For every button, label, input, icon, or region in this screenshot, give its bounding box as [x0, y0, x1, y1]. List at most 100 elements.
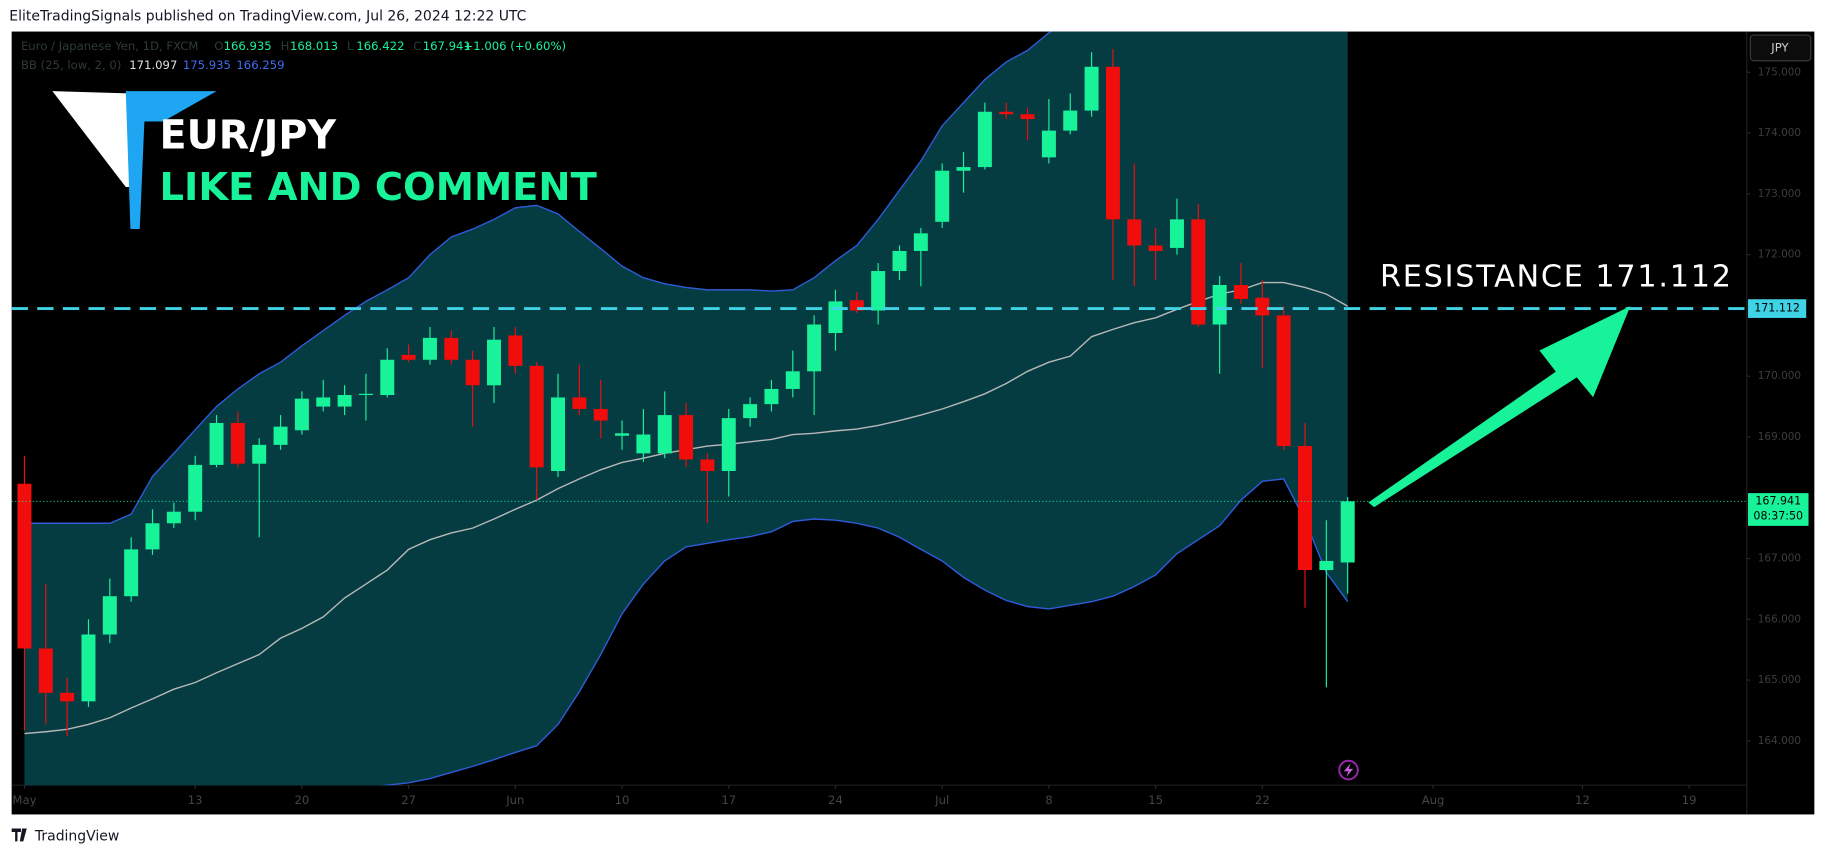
x-tick-label: May [12, 793, 36, 807]
x-tick-label: Jun [505, 793, 524, 807]
candle-body [444, 337, 459, 360]
candle-body [828, 301, 843, 334]
candle-body [316, 397, 331, 407]
x-tick-label: Aug [1422, 793, 1445, 807]
candle-body [1084, 66, 1099, 111]
x-tick-label: 24 [828, 793, 843, 807]
plot-area [11, 31, 1747, 786]
candle-body [1105, 66, 1120, 220]
logo-title: EUR/JPY [160, 112, 338, 158]
candle-body [1276, 315, 1291, 447]
candle-body [871, 271, 886, 311]
logo-subtitle: LIKE AND COMMENT [160, 165, 598, 210]
candle-body [721, 418, 736, 471]
candle-body [892, 250, 907, 272]
candle-body [913, 233, 928, 251]
bb-lower: 166.259 [236, 58, 284, 72]
candle-body [1127, 219, 1142, 246]
bb-lower-line [381, 478, 1349, 786]
candle-body [38, 648, 53, 693]
up-arrow [1368, 306, 1631, 508]
y-tick-label: 175.000 [1758, 66, 1801, 78]
ohlc-value: 166.935 [224, 39, 272, 53]
candle-body [166, 511, 181, 524]
candle-body [102, 596, 117, 635]
x-tick-label: Jul [934, 793, 949, 807]
candle-body [743, 404, 758, 419]
candle-body [188, 464, 203, 512]
y-tick-label: 172.000 [1758, 249, 1801, 261]
candle-body [358, 393, 373, 396]
candle-body [273, 426, 288, 445]
x-tick-label: 22 [1255, 793, 1270, 807]
x-tick-label: 13 [188, 793, 203, 807]
last-price-box [1747, 493, 1809, 526]
x-tick-label: 19 [1682, 793, 1697, 807]
candle-body [636, 434, 651, 454]
candle-body [1255, 297, 1270, 316]
candle-body [956, 167, 971, 171]
candle-body [401, 354, 416, 360]
x-tick-label: 27 [401, 793, 416, 807]
candle-body [1041, 130, 1056, 158]
y-tick-label: 173.000 [1758, 188, 1801, 200]
candle-body [1169, 219, 1184, 248]
candle-body [1340, 501, 1355, 563]
resistance-axis-label: 171.112 [1754, 302, 1800, 315]
candle-body [785, 371, 800, 389]
candle-body [529, 365, 544, 468]
candle-body [551, 397, 566, 471]
change-value: +1.006 (+0.60%) [463, 39, 566, 53]
candle-body [508, 335, 523, 366]
y-tick-label: 170.000 [1758, 370, 1801, 382]
logo-blue [125, 91, 217, 230]
ohlc-value: 167.941 [423, 39, 471, 53]
ohlc-letter: C [413, 39, 421, 53]
bb-upper: 175.935 [183, 58, 231, 72]
ohlc-value: 168.013 [290, 39, 338, 53]
footer-text: TradingView [34, 829, 119, 845]
overlay: EUR/JPY LIKE AND COMMENT JPY TradingView… [11, 34, 1812, 845]
candle-body [465, 359, 480, 386]
ohlc-letter: O [214, 39, 223, 53]
candle-body [1212, 285, 1227, 325]
candle-body [252, 444, 267, 464]
candle-body [209, 422, 224, 465]
candle-body [679, 415, 694, 460]
publish-header: EliteTradingSignals published on Trading… [9, 8, 526, 24]
resistance-axis-box [1747, 299, 1807, 318]
candle-body [764, 388, 779, 405]
y-tick-label: 165.000 [1758, 674, 1801, 686]
ohlc-letter: L [347, 39, 354, 53]
bb-upper-line [24, 31, 1053, 524]
x-tick-label: 17 [721, 793, 736, 807]
candle-body [1234, 285, 1248, 299]
candle-body [1319, 560, 1334, 571]
candle-body [81, 634, 96, 702]
candle-body [124, 549, 139, 597]
y-tick-label: 174.000 [1758, 127, 1801, 139]
candle-body [615, 433, 630, 436]
ohlc-value: 166.422 [356, 39, 404, 53]
symbol-legend: Euro / Japanese Yen, 1D, FXCM [21, 39, 198, 53]
candle-body [422, 337, 437, 360]
candle-body [1063, 110, 1078, 131]
y-tick-label: 164.000 [1758, 735, 1801, 747]
candle-body [807, 324, 822, 372]
candle-body [977, 111, 992, 168]
bb-basis: 171.097 [129, 58, 177, 72]
y-tick-label: 166.000 [1758, 613, 1801, 625]
x-tick-label: 12 [1575, 793, 1590, 807]
resistance-label: RESISTANCE [1380, 260, 1585, 295]
countdown-label: 08:37:50 [1753, 510, 1803, 523]
x-tick-label: 20 [294, 793, 309, 807]
candle-body [935, 170, 950, 222]
candle-body [1191, 219, 1206, 325]
currency-button[interactable] [1749, 34, 1812, 62]
candle-body [380, 359, 395, 396]
candle-body [230, 422, 245, 464]
x-tick-label: 15 [1148, 793, 1163, 807]
candle-body [849, 300, 864, 311]
